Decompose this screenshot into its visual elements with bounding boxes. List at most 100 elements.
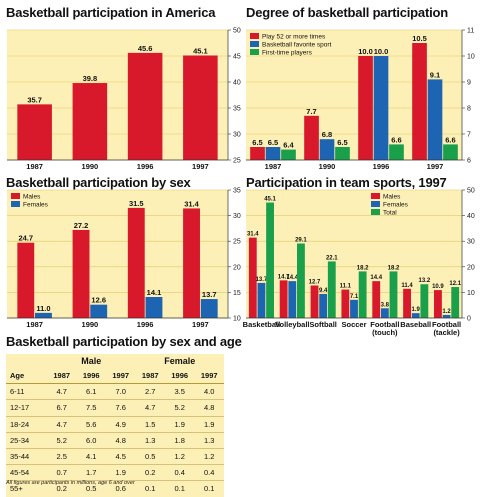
table-value-cell: 6.0	[76, 431, 106, 449]
data-label: 35.7	[27, 95, 42, 104]
data-label: 1.2	[442, 309, 451, 315]
table-value-cell: 7.6	[105, 399, 136, 417]
table-value-cell: 0.5	[135, 447, 165, 465]
table-value-cell: 5.2	[164, 399, 195, 417]
bar	[442, 314, 451, 318]
data-label: 18.2	[388, 265, 400, 271]
data-label: 7.7	[306, 107, 316, 116]
bar	[389, 271, 398, 318]
bar	[420, 284, 429, 318]
y-tick-label: 11	[467, 28, 474, 35]
table-value-cell: 1.2	[164, 447, 195, 465]
x-tick-label: 1987	[26, 162, 43, 171]
x-tick-label: 1990	[82, 162, 99, 171]
data-label: 13.2	[419, 278, 431, 284]
table-value-cell: 1.7	[76, 464, 106, 481]
bar	[358, 271, 367, 318]
data-label: 10.5	[412, 34, 427, 43]
bar	[288, 281, 297, 318]
legend-swatch	[11, 193, 20, 199]
legend-swatch	[250, 41, 259, 47]
table-value-cell: 6.1	[76, 383, 106, 400]
bar	[373, 56, 389, 160]
table-value-cell: 2.5	[46, 447, 77, 465]
y-tick-label: 30	[233, 213, 241, 220]
bar	[310, 285, 319, 318]
bar	[127, 207, 145, 318]
y-tick-label: 40	[467, 213, 475, 220]
x-tick-label: Soccer	[341, 320, 366, 329]
table-value-cell: 5.6	[76, 415, 106, 433]
table-value-cell: 1.9	[164, 415, 195, 433]
bar	[327, 261, 336, 318]
table-value-cell: 4.8	[194, 399, 224, 417]
table-group-male: Male	[81, 356, 102, 366]
y-tick-label: 50	[467, 188, 475, 195]
data-label: 1.9	[412, 307, 421, 313]
bar	[411, 313, 420, 318]
table-col-header: Age	[6, 368, 47, 385]
table-value-cell: 5.2	[46, 431, 77, 449]
data-label: 45.1	[264, 197, 276, 203]
data-label: 39.8	[83, 74, 98, 83]
table-value-cell: 0.6	[105, 480, 136, 497]
table-value-cell: 0.2	[46, 480, 77, 497]
sex-age-table: Male Female Age 1987 1996 1997 1987 1996…	[6, 354, 224, 497]
table-value-cell: 1.9	[105, 464, 136, 481]
y-tick-label: 0	[467, 316, 471, 323]
y-tick-label: 35	[233, 106, 241, 113]
bar	[304, 115, 319, 160]
x-tick-label: 1997	[192, 320, 209, 329]
bar	[389, 144, 404, 160]
bar	[297, 243, 305, 318]
y-tick-label: 25	[233, 239, 241, 246]
data-label: 6.4	[283, 141, 294, 150]
y-tick-label: 10	[233, 316, 241, 323]
table-col-header: 1997	[105, 368, 136, 385]
data-label: 7.1	[350, 294, 359, 300]
chart-title-team-sports: Participation in team sports, 1997	[246, 175, 447, 190]
bar	[341, 289, 350, 318]
data-label: 29.1	[295, 238, 307, 244]
data-label: 6.6	[445, 135, 455, 144]
data-label: 11.1	[340, 284, 352, 290]
table-age-cell: 45-54	[6, 464, 47, 481]
data-label: 24.7	[18, 234, 33, 243]
bar	[443, 144, 458, 160]
table-value-cell: 0.1	[135, 480, 165, 497]
table-value-cell: 6.7	[46, 399, 77, 417]
legend-swatch	[371, 201, 380, 207]
y-tick-label: 10	[467, 290, 475, 297]
table-age-cell: 55+	[6, 480, 47, 497]
table-value-cell: 7.5	[76, 399, 106, 417]
bar	[266, 202, 274, 318]
bar	[372, 281, 381, 318]
bar	[17, 104, 52, 160]
data-label: 14.4	[370, 275, 382, 281]
x-tick-label: 1997	[427, 162, 444, 171]
legend-label: Total	[383, 210, 397, 217]
bar	[279, 280, 288, 318]
x-tick-label: Football	[370, 320, 399, 329]
table-value-cell: 0.2	[135, 464, 165, 481]
data-label: 14.7	[278, 274, 290, 280]
data-label: 31.5	[129, 199, 144, 208]
table-row: 35-44 2.5 4.1 4.5 0.5 1.2 1.2	[6, 447, 224, 465]
data-label: 6.5	[268, 138, 278, 147]
legend-label: First-time players	[262, 50, 313, 57]
legend-swatch	[371, 209, 380, 215]
table-value-cell: 4.9	[105, 415, 136, 433]
y-tick-label: 6	[467, 158, 471, 165]
y-tick-label: 20	[233, 264, 241, 271]
legend-swatch	[250, 49, 259, 55]
x-tick-label: Volleyball	[275, 320, 309, 329]
bar	[35, 312, 52, 318]
table-value-cell: 0.1	[164, 480, 195, 497]
table-title-sex-age: Basketball participation by sex and age	[6, 334, 242, 349]
data-label: 10.0	[358, 47, 373, 56]
x-tick-label: 1987	[26, 320, 43, 329]
legend-swatch	[11, 201, 20, 207]
legend-swatch	[371, 193, 380, 199]
y-tick-label: 9	[467, 80, 471, 87]
